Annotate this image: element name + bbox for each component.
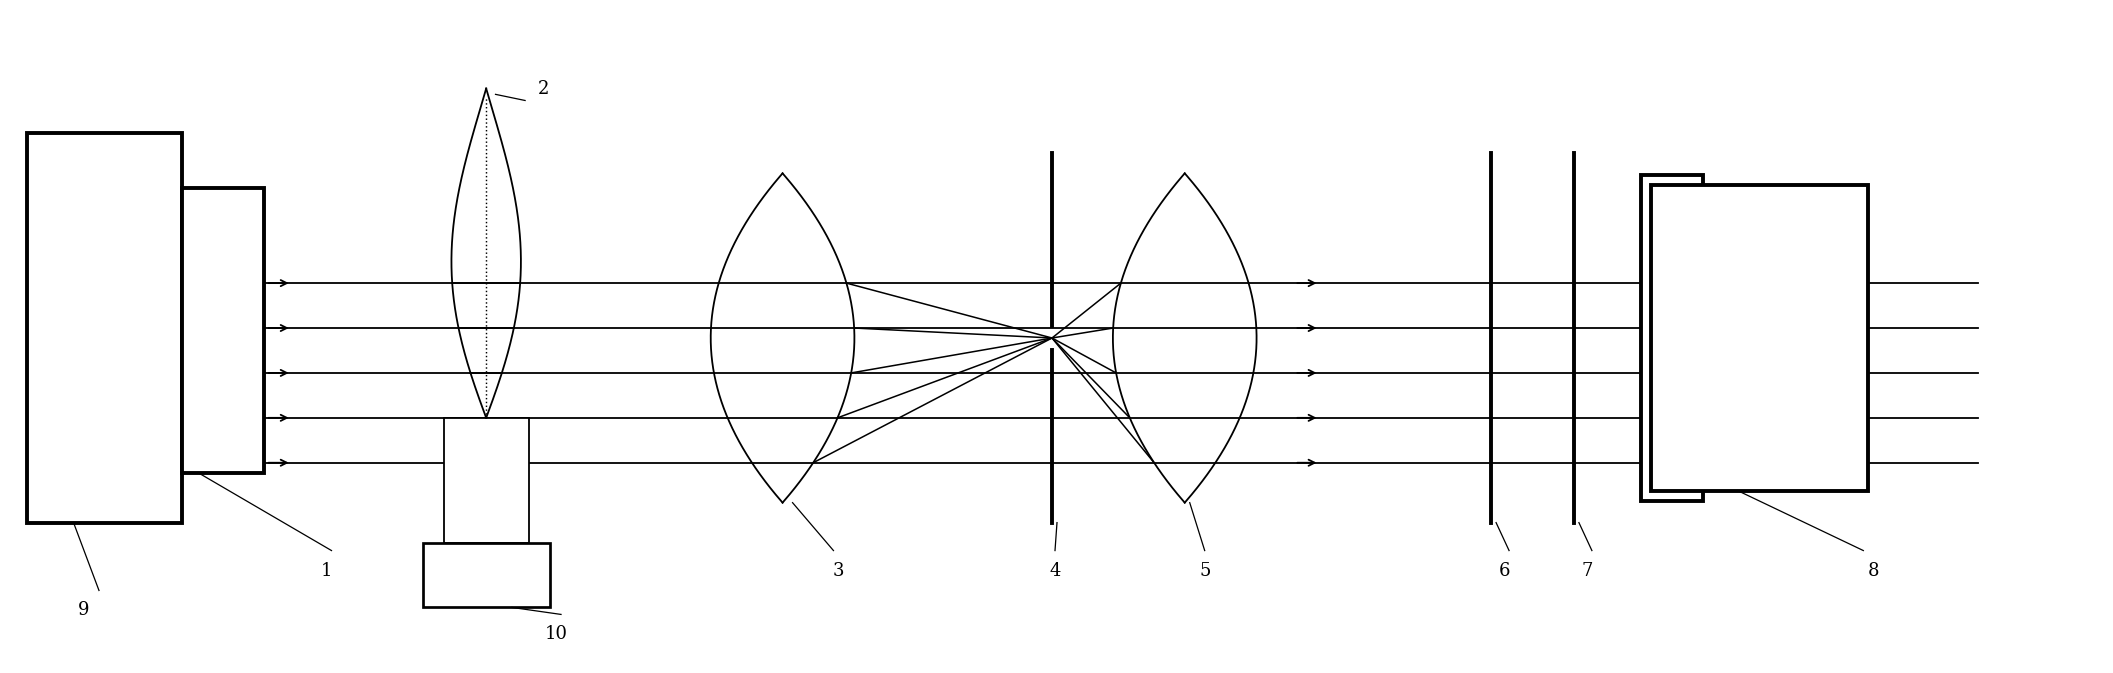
Text: 6: 6	[1498, 561, 1511, 579]
Bar	[182, 188, 264, 472]
Bar	[1642, 176, 1703, 501]
Bar	[444, 418, 528, 542]
Bar	[27, 133, 182, 523]
Text: 2: 2	[537, 79, 549, 98]
Text: 10: 10	[545, 625, 568, 643]
Text: 1: 1	[321, 561, 332, 579]
Bar	[423, 542, 549, 608]
Text: 7: 7	[1581, 561, 1593, 579]
Text: 9: 9	[78, 602, 89, 619]
Text: 3: 3	[833, 561, 845, 579]
Text: 4: 4	[1050, 561, 1061, 579]
Bar	[1650, 185, 1868, 491]
Text: 8: 8	[1868, 561, 1878, 579]
Text: 5: 5	[1198, 561, 1211, 579]
